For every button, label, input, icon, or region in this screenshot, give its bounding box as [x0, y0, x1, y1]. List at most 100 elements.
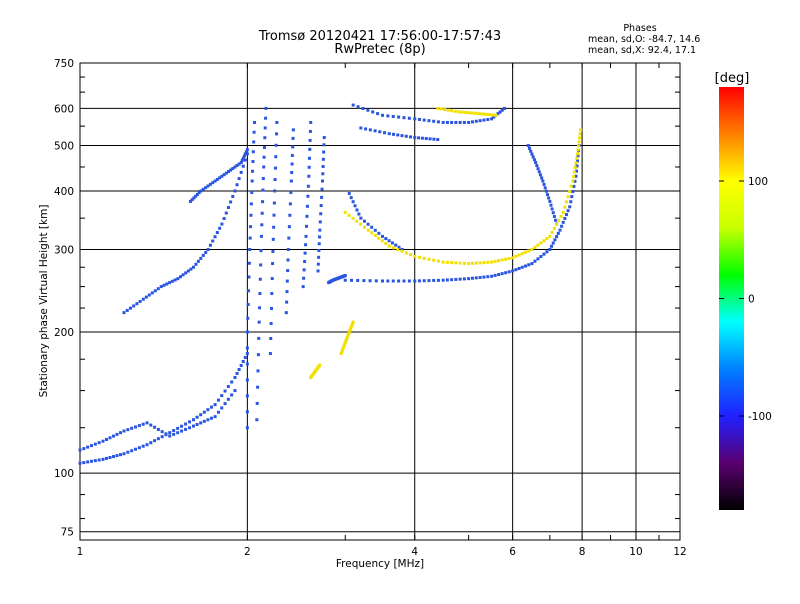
- data-point: [255, 401, 259, 405]
- data-point: [347, 330, 351, 334]
- data-point: [579, 128, 583, 132]
- data-point: [453, 109, 457, 113]
- data-point: [211, 181, 215, 185]
- data-point: [482, 261, 486, 265]
- data-point: [286, 248, 290, 252]
- data-point: [348, 328, 352, 332]
- data-point: [241, 156, 245, 160]
- data-point: [530, 152, 534, 156]
- data-point: [450, 120, 454, 124]
- data-point: [532, 158, 536, 162]
- data-point: [160, 430, 164, 434]
- data-point: [355, 219, 359, 223]
- data-point: [270, 292, 274, 296]
- data-point: [349, 325, 353, 329]
- data-point: [478, 275, 482, 279]
- data-point: [259, 263, 263, 267]
- data-point: [181, 273, 185, 277]
- data-point: [500, 258, 504, 262]
- data-point: [223, 389, 227, 393]
- data-point: [320, 179, 324, 183]
- data-point: [195, 423, 199, 427]
- data-point: [220, 222, 224, 226]
- data-point: [368, 128, 372, 132]
- data-point: [86, 460, 90, 464]
- data-point: [180, 429, 184, 433]
- data-point: [573, 165, 577, 169]
- data-point: [458, 120, 462, 124]
- data-point: [319, 204, 323, 208]
- data-point: [384, 241, 388, 245]
- data-point: [262, 165, 266, 169]
- data-point: [291, 145, 295, 149]
- data-point: [249, 225, 253, 229]
- data-point: [289, 179, 293, 183]
- data-point: [269, 307, 273, 311]
- data-point: [285, 279, 289, 283]
- data-point: [97, 441, 101, 445]
- data-point: [577, 140, 581, 144]
- data-point: [180, 424, 184, 428]
- data-point: [235, 371, 239, 375]
- data-point: [269, 322, 273, 326]
- data-point: [258, 292, 262, 296]
- data-point: [413, 117, 417, 121]
- data-point: [548, 248, 552, 252]
- data-point: [195, 192, 199, 196]
- data-point: [218, 226, 222, 230]
- data-point: [126, 450, 130, 454]
- data-point: [538, 173, 542, 177]
- data-point: [474, 261, 478, 265]
- data-point: [216, 398, 220, 402]
- data-point: [306, 194, 310, 198]
- data-point: [343, 274, 347, 278]
- data-point: [119, 453, 123, 457]
- data-point: [237, 367, 241, 371]
- data-point: [317, 249, 321, 253]
- data-point: [244, 150, 248, 154]
- data-point: [208, 182, 212, 186]
- data-point: [239, 170, 243, 174]
- data-point: [220, 174, 224, 178]
- data-point: [135, 302, 139, 306]
- data-point: [82, 461, 86, 465]
- data-point: [256, 385, 260, 389]
- data-point: [233, 165, 237, 169]
- data-point: [486, 275, 490, 279]
- data-point: [570, 195, 574, 199]
- data-point: [561, 210, 565, 214]
- data-point: [78, 448, 82, 452]
- data-point: [196, 259, 200, 263]
- data-point: [445, 278, 449, 282]
- data-point: [245, 351, 249, 355]
- data-point: [576, 148, 580, 152]
- data-point: [307, 156, 311, 160]
- data-point: [215, 231, 219, 235]
- data-point: [443, 108, 447, 112]
- data-point: [529, 149, 533, 153]
- data-point: [245, 378, 249, 382]
- data-point: [204, 186, 208, 190]
- data-point: [408, 253, 412, 257]
- data-point: [548, 199, 552, 203]
- data-point: [535, 164, 539, 168]
- data-point: [543, 186, 547, 190]
- data-point: [520, 252, 524, 256]
- data-point: [243, 158, 247, 162]
- data-point: [377, 236, 381, 240]
- data-point: [470, 120, 474, 124]
- data-point: [168, 434, 172, 438]
- data-point: [287, 225, 291, 229]
- data-point: [527, 146, 531, 150]
- y-tick-label: 750: [54, 58, 74, 70]
- data-point: [273, 178, 277, 182]
- data-point: [427, 279, 431, 283]
- data-point: [274, 155, 278, 159]
- data-point: [566, 209, 570, 213]
- data-point: [101, 439, 105, 443]
- data-point: [250, 190, 254, 194]
- data-point: [194, 262, 198, 266]
- data-point: [564, 213, 568, 217]
- data-point: [291, 136, 295, 140]
- data-point: [479, 112, 483, 116]
